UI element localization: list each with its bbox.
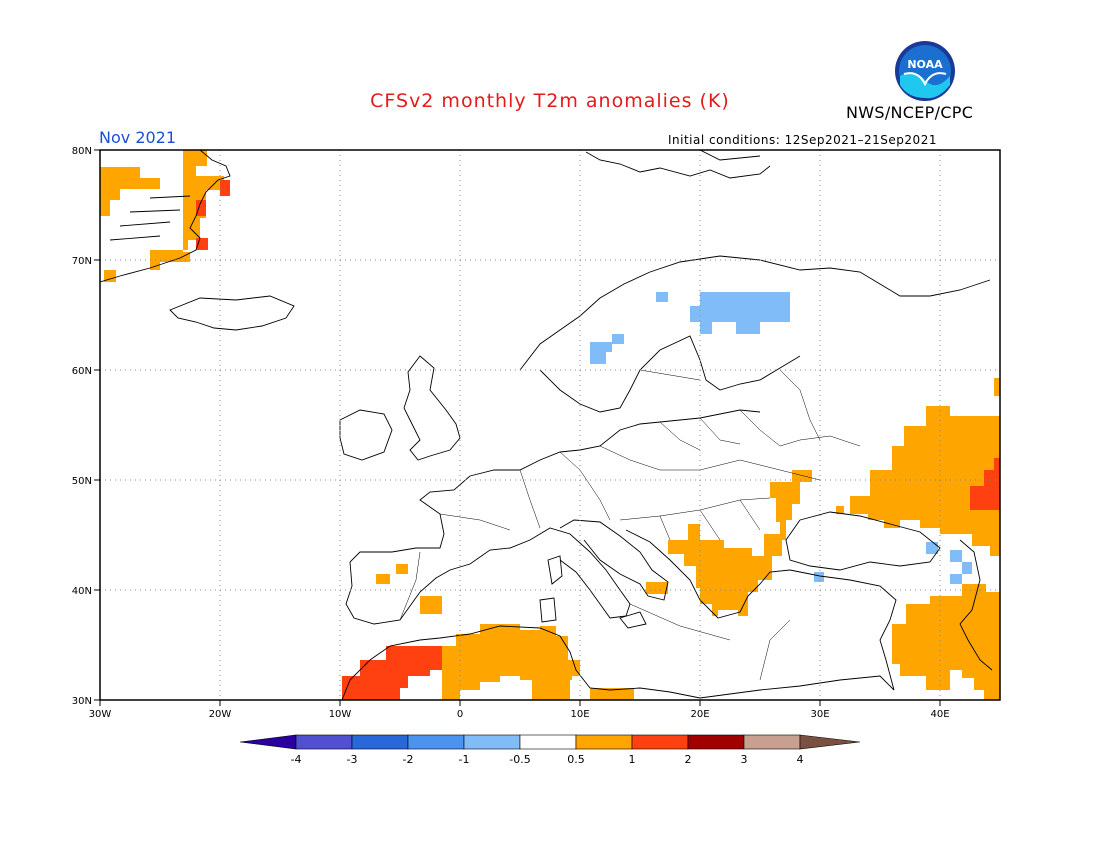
graticule bbox=[100, 150, 1000, 700]
anomaly-caucasus-cold-4 bbox=[950, 574, 962, 584]
anomaly-caucasus-cold-1 bbox=[926, 542, 938, 554]
colorbar-segment bbox=[519, 734, 577, 750]
lon-label: 10W bbox=[329, 709, 352, 720]
colorbar-segment bbox=[743, 734, 801, 750]
lat-label: 30N bbox=[72, 696, 92, 707]
longitude-labels: 30W 20W 10W 0 10E 20E 30E 40E bbox=[89, 709, 950, 720]
colorbar-segment bbox=[687, 734, 745, 750]
colorbar-tick: 1 bbox=[629, 753, 636, 766]
lon-label: 0 bbox=[457, 709, 463, 720]
lon-label: 30W bbox=[89, 709, 112, 720]
country-borders bbox=[399, 369, 861, 681]
anomaly-north-africa-warm bbox=[442, 624, 580, 700]
lat-label: 80N bbox=[72, 146, 92, 157]
lat-label: 40N bbox=[72, 586, 92, 597]
colorbar-segment bbox=[463, 734, 521, 750]
anomaly-lapland-cold bbox=[656, 292, 668, 302]
colorbar-tick: 0.5 bbox=[567, 753, 585, 766]
anomaly-caucasus-cold-2 bbox=[950, 550, 962, 562]
coastlines bbox=[100, 150, 993, 700]
lat-label: 70N bbox=[72, 256, 92, 267]
colorbar-segment bbox=[295, 734, 353, 750]
colorbar: -4 -3 -2 -1 -0.5 0.5 1 2 3 4 bbox=[239, 734, 861, 766]
anomaly-spain-warm-2 bbox=[396, 564, 408, 574]
anomaly-norway-cold bbox=[590, 334, 624, 364]
map-frame bbox=[99, 149, 1001, 701]
anomaly-greenland-hot-2 bbox=[196, 200, 206, 216]
forecast-month: Nov 2021 bbox=[99, 128, 177, 147]
colorbar-tick: -0.5 bbox=[509, 753, 530, 766]
anomaly-caucasus-cold-3 bbox=[962, 562, 972, 574]
lat-label: 50N bbox=[72, 476, 92, 487]
colorbar-segment bbox=[239, 734, 297, 750]
anomaly-russia-warm bbox=[836, 406, 1000, 556]
organization-label: NWS/NCEP/CPC bbox=[846, 103, 974, 122]
colorbar-tick: -1 bbox=[459, 753, 470, 766]
anomaly-spain-warm-3 bbox=[420, 596, 442, 614]
anomaly-russia-hot bbox=[970, 458, 1000, 510]
map-title: CFSv2 monthly T2m anomalies (K) bbox=[370, 90, 730, 112]
axis-ticks bbox=[94, 149, 941, 706]
anomaly-greenland-warm bbox=[100, 167, 160, 216]
lon-label: 30E bbox=[810, 709, 829, 720]
logo-text: NOAA bbox=[907, 58, 943, 71]
anomaly-russia-warm-edge bbox=[994, 378, 1000, 396]
anomaly-morocco-hot bbox=[342, 646, 442, 700]
anomaly-middleeast-warm bbox=[892, 584, 1000, 700]
anomaly-spain-warm-1 bbox=[376, 574, 390, 584]
colorbar-tick: -3 bbox=[347, 753, 358, 766]
anomaly-libya-warm bbox=[590, 688, 634, 700]
colorbar-segment bbox=[407, 734, 465, 750]
lon-label: 10E bbox=[570, 709, 589, 720]
colorbar-segment bbox=[631, 734, 689, 750]
colorbar-tick: 4 bbox=[797, 753, 804, 766]
noaa-logo: NOAA bbox=[894, 40, 956, 102]
anomaly-greenland-warm-south bbox=[104, 270, 116, 282]
lon-label: 40E bbox=[930, 709, 949, 720]
colorbar-tick: 2 bbox=[685, 753, 692, 766]
initial-conditions: Initial conditions: 12Sep2021–21Sep2021 bbox=[668, 133, 937, 147]
colorbar-tick: 3 bbox=[741, 753, 748, 766]
anomaly-anatolia-cold bbox=[814, 572, 824, 582]
colorbar-segment bbox=[351, 734, 409, 750]
latitude-labels: 80N 70N 60N 50N 40N 30N bbox=[72, 146, 92, 707]
colorbar-segment bbox=[799, 734, 861, 750]
anomaly-greenland-warm-coast bbox=[150, 150, 224, 270]
anomaly-greenland-hot-1 bbox=[220, 180, 230, 196]
colorbar-tick: -2 bbox=[403, 753, 414, 766]
anomaly-field bbox=[100, 150, 1000, 700]
colorbar-segment bbox=[575, 734, 633, 750]
colorbar-tick: -4 bbox=[291, 753, 302, 766]
lon-label: 20W bbox=[209, 709, 232, 720]
anomaly-scandinavia-cold bbox=[690, 292, 790, 334]
anomaly-spain-warm-4 bbox=[150, 260, 160, 270]
anomaly-italy-south-warm bbox=[646, 582, 668, 594]
lon-label: 20E bbox=[690, 709, 709, 720]
lat-label: 60N bbox=[72, 366, 92, 377]
anomaly-balkans-warm bbox=[668, 470, 812, 616]
